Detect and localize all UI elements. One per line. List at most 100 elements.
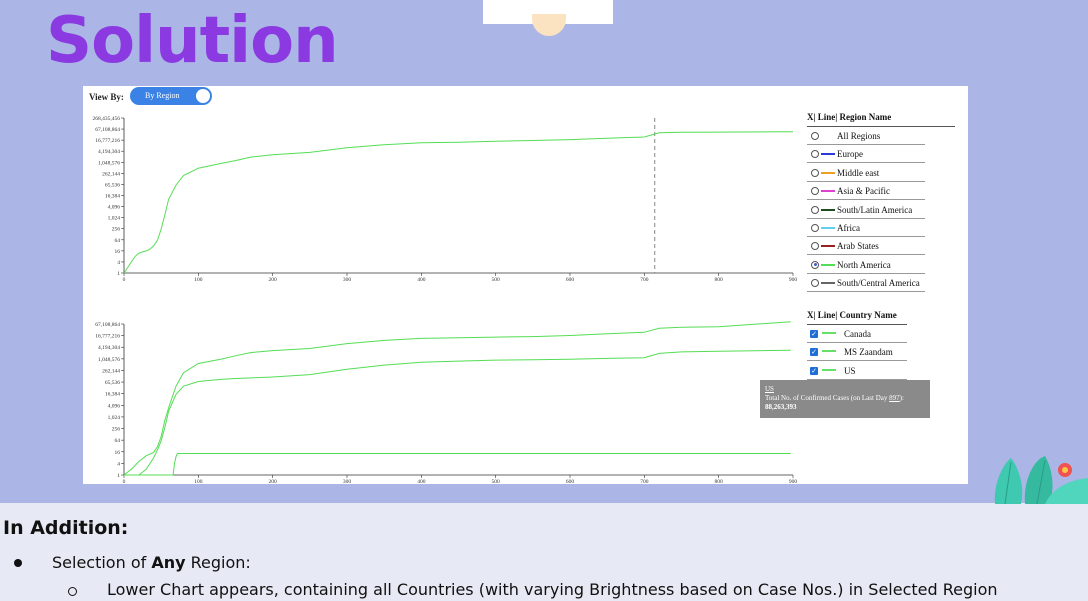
slide-title: Solution [46,4,339,78]
country-line-chart: 1 4 16 64 256 1,024 4,096 16,384 65,536 262,144 1,… [83,314,803,484]
region-option[interactable]: South/Central America [807,274,925,293]
country-line-swatch [822,368,836,371]
region-radio[interactable] [811,187,819,196]
country-legend: X| Line| Country Name ✓ Canada ✓ MS Zaandam… [807,308,957,380]
x-tick-label: 500 [492,479,501,484]
region-radio[interactable] [811,132,819,140]
country-label: US [844,365,856,376]
region-option[interactable]: All Regions [807,127,925,145]
y-tick-label: 16 [115,450,121,456]
region-line-swatch [821,190,835,193]
x-tick-label: 800 [715,479,724,484]
y-tick-label: 4,194,304 [98,345,120,351]
region-legend-title: X| Line| Region Name [807,112,892,122]
x-tick-label: 200 [269,277,278,283]
view-by-label: View By: [89,92,124,102]
y-tick-label: 262,144 [102,368,120,374]
region-line-swatch [821,282,835,285]
dashboard-screenshot: View By: By Region 1 4 16 64 256 1,024 4,096 16… [83,86,968,484]
toggle-label: By Region [145,91,180,100]
region-radio[interactable] [811,242,819,251]
region-option[interactable]: Asia & Pacific [807,182,925,201]
region-option[interactable]: North America [807,256,925,274]
region-radio[interactable] [811,150,819,159]
region-option[interactable]: Arab States [807,237,925,256]
country-checkbox[interactable]: ✓ [810,348,818,357]
region-option[interactable]: Middle east [807,164,925,182]
x-tick-label: 900 [789,277,798,283]
y-tick-label: 64 [115,438,121,444]
x-tick-label: 300 [343,479,352,484]
region-radio[interactable] [811,224,819,232]
y-tick-label: 1 [117,473,120,479]
region-line-swatch [821,153,835,156]
y-tick-label: 16,777,216 [95,138,120,144]
region-label: Asia & Pacific [837,186,890,197]
country-checkbox[interactable]: ✓ [810,366,818,375]
y-tick-label: 4,194,304 [98,149,120,155]
y-tick-label: 1 [117,271,120,277]
region-line-swatch [821,171,835,174]
y-tick-label: 4,096 [108,403,121,409]
y-tick-label: 268,435,456 [93,116,121,122]
y-tick-label: 1,048,576 [98,357,120,363]
country-line-swatch [822,332,836,334]
tooltip-line: Total No. of Confirmed Cases (on Last Da… [765,394,904,402]
region-line-swatch [821,245,835,248]
x-tick-label: 600 [566,479,575,484]
x-tick-label: 700 [640,277,649,283]
country-line-swatch [822,350,836,353]
country-label: Canada [844,329,871,339]
region-label: South/Latin America [837,204,913,215]
legend-divider [807,126,955,127]
region-option[interactable]: Africa [807,219,925,237]
y-tick-label: 256 [112,427,121,433]
region-radio[interactable] [811,279,819,288]
country-option[interactable]: ✓ Canada [807,325,907,343]
x-tick-label: 700 [640,479,649,484]
country-option[interactable]: ✓ US [807,362,907,380]
y-tick-label: 16 [115,249,121,255]
y-tick-label: 67,108,864 [95,127,120,133]
region-label: Africa [837,223,860,233]
x-tick-label: 900 [789,479,798,484]
region-line-swatch [821,263,835,266]
x-tick-label: 400 [417,277,426,283]
region-line-swatch [821,227,835,229]
plant-decoration [994,456,1088,504]
region-radio[interactable] [811,205,819,214]
y-tick-label: 16,384 [105,194,120,200]
section-heading: In Addition: [3,517,129,539]
country-tooltip: US Total No. of Confirmed Cases (on Last… [760,380,930,418]
region-label: Europe [837,149,863,160]
region-label: North America [837,259,891,270]
bullet-dot [14,559,22,567]
region-label: Arab States [837,241,879,252]
series-line [124,349,791,476]
toggle-knob[interactable] [196,89,210,103]
y-tick-label: 4 [117,260,120,266]
region-line-swatch [821,208,835,211]
region-radio[interactable] [811,260,819,269]
country-checkbox[interactable]: ✓ [810,330,818,338]
region-option[interactable]: South/Latin America [807,201,925,219]
region-line-chart: 1 4 16 64 256 1,024 4,096 16,384 65,536 262,144 1,… [83,110,803,290]
y-tick-label: 262,144 [102,171,120,177]
country-option[interactable]: ✓ MS Zaandam [807,343,907,362]
y-tick-label: 1,024 [108,216,121,222]
x-tick-label: 400 [417,479,426,484]
y-tick-label: 1,048,576 [98,160,120,166]
y-tick-label: 64 [115,238,121,244]
region-label: Middle east [837,167,880,178]
y-tick-label: 65,536 [105,380,120,386]
x-tick-label: 300 [343,277,352,283]
view-by-toggle[interactable]: By Region [130,87,212,105]
region-legend: X| Line| Region Name All Regions Europe Mi… [807,110,957,293]
region-option[interactable]: Europe [807,145,925,164]
y-tick-label: 65,536 [105,182,120,188]
region-radio[interactable] [811,168,819,177]
y-tick-label: 256 [112,227,121,233]
tooltip-country: US [765,385,774,393]
y-tick-label: 4 [117,461,120,467]
x-tick-label: 0 [123,277,126,283]
